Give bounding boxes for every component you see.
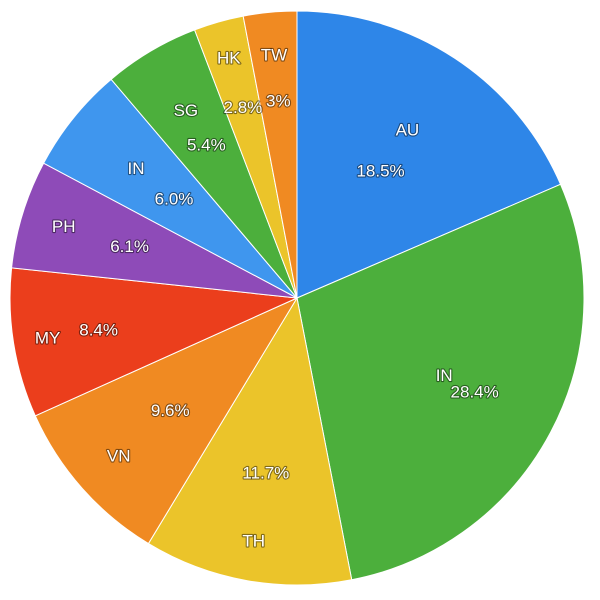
slice-name-label-4: MY bbox=[35, 328, 61, 347]
slice-name-label-8: HK bbox=[217, 48, 241, 67]
slice-name-label-9: TW bbox=[261, 46, 287, 65]
pie-slice-au-0 bbox=[296, 10, 562, 299]
slice-name-label-3: VN bbox=[107, 446, 131, 465]
pie-slice-th-2 bbox=[147, 296, 353, 586]
slice-name-label-5: PH bbox=[52, 217, 76, 236]
slice-name-label-6: IN bbox=[128, 159, 145, 178]
slice-name-label-2: TH bbox=[242, 532, 265, 551]
slice-percent-label-5: 6.1% bbox=[110, 237, 149, 256]
slice-percent-label-7: 5.4% bbox=[187, 135, 226, 154]
slice-percent-label-8: 2.8% bbox=[224, 98, 263, 117]
slice-percent-label-4: 8.4% bbox=[79, 320, 118, 339]
slice-name-label-1: IN bbox=[436, 366, 453, 385]
slice-percent-label-0: 18.5% bbox=[356, 161, 404, 180]
slice-percent-label-2: 11.7% bbox=[242, 464, 289, 483]
slice-name-label-7: SG bbox=[174, 101, 199, 120]
pie-slice-my-4 bbox=[9, 267, 299, 417]
pie-slice-in-1 bbox=[296, 183, 585, 581]
slice-percent-label-3: 9.6% bbox=[151, 401, 190, 420]
slice-percent-label-1: 28.4% bbox=[451, 382, 499, 401]
slice-name-label-0: AU bbox=[396, 121, 420, 140]
pie-slice-tw-9 bbox=[242, 10, 298, 299]
slice-percent-label-6: 6.0% bbox=[155, 190, 194, 209]
pie-slices bbox=[9, 10, 585, 586]
pie-slice-vn-3 bbox=[34, 296, 299, 545]
slice-percent-label-9: 3% bbox=[266, 91, 291, 110]
